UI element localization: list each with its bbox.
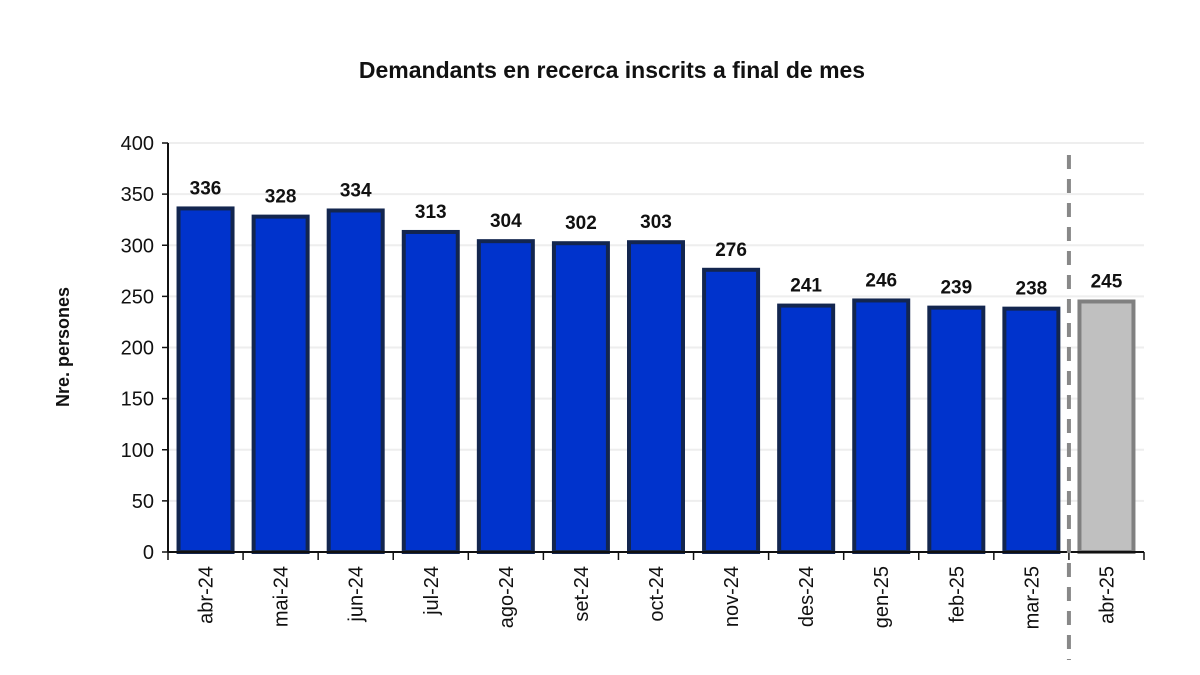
forecast-bar <box>1077 299 1136 554</box>
data-label: 334 <box>340 180 372 201</box>
x-tick-label: mar-25 <box>1021 566 1043 629</box>
data-label: 328 <box>265 187 297 208</box>
bar <box>401 229 460 555</box>
x-tick-label: oct-24 <box>646 566 668 622</box>
y-tick-label: 400 <box>121 133 154 155</box>
x-tick-label: set-24 <box>571 566 593 622</box>
data-label: 245 <box>1091 271 1123 292</box>
y-tick-label: 200 <box>121 338 154 360</box>
y-tick-label: 150 <box>121 389 154 411</box>
x-tick-label: abr-25 <box>1096 566 1118 624</box>
y-tick-label: 350 <box>121 184 154 206</box>
data-label: 302 <box>565 213 597 234</box>
x-tick-label: abr-24 <box>196 566 218 624</box>
data-label: 276 <box>715 240 747 261</box>
x-tick-label: jul-24 <box>421 566 443 616</box>
bar <box>777 303 836 555</box>
x-tick-label: feb-25 <box>946 566 968 623</box>
bar <box>927 305 986 554</box>
data-label: 246 <box>865 270 897 291</box>
x-tick-label: ago-24 <box>496 566 518 628</box>
data-label: 304 <box>490 211 522 232</box>
bar <box>1002 306 1061 554</box>
bar <box>476 239 535 554</box>
y-tick-label: 100 <box>121 440 154 462</box>
x-tick-label: nov-24 <box>721 566 743 627</box>
data-label: 238 <box>1016 279 1048 300</box>
data-label: 241 <box>790 276 822 297</box>
bar <box>326 208 385 555</box>
bar <box>551 241 610 555</box>
y-tick-label: 300 <box>121 235 154 257</box>
y-tick-label: 0 <box>143 542 154 564</box>
x-tick-label: jun-24 <box>346 566 368 623</box>
bar <box>627 240 685 554</box>
data-label: 313 <box>415 202 447 223</box>
data-label: 336 <box>190 178 222 199</box>
x-tick-label: mai-24 <box>271 566 293 627</box>
y-tick-label: 250 <box>121 286 154 308</box>
bar <box>176 206 235 554</box>
data-label: 239 <box>940 278 972 299</box>
x-tick-label: des-24 <box>796 566 818 627</box>
bar <box>251 214 310 554</box>
chart-title: Demandants en recerca inscrits a final d… <box>359 57 865 83</box>
bar <box>702 267 761 554</box>
bar <box>852 298 911 554</box>
x-tick-label: gen-25 <box>871 566 893 628</box>
y-tick-label: 50 <box>132 491 154 513</box>
data-label: 303 <box>640 212 672 233</box>
y-axis-label: Nre. persones <box>53 287 73 407</box>
